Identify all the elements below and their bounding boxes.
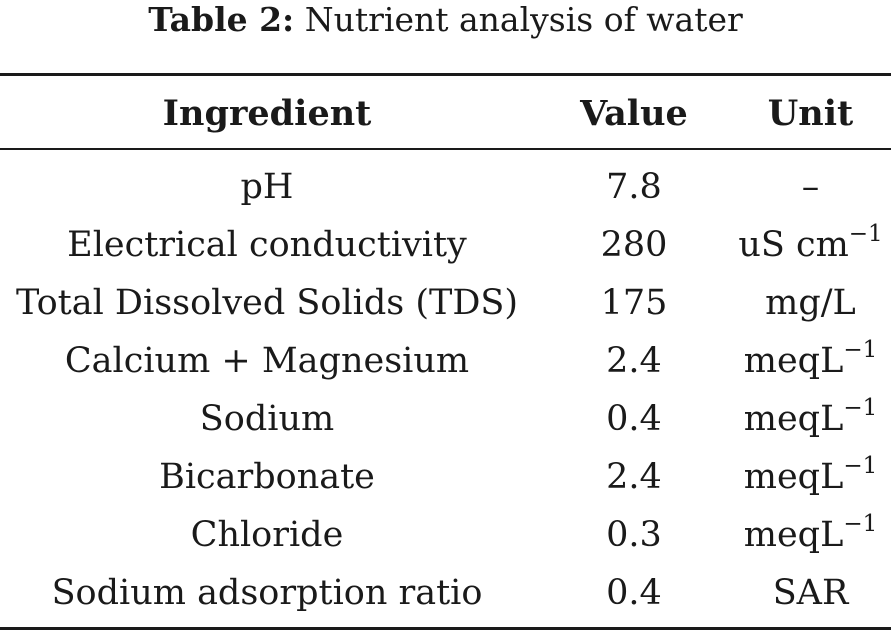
unit-base: SAR bbox=[772, 573, 849, 613]
unit-base: uS cm bbox=[738, 225, 849, 265]
header-ingredient: Ingredient bbox=[162, 93, 372, 134]
cell-value: 175 bbox=[600, 283, 668, 323]
unit-exponent: −1 bbox=[843, 337, 878, 364]
cell-unit: uS cm−1 bbox=[730, 216, 891, 274]
table-row: pH 7.8 – bbox=[0, 158, 891, 216]
cell-ingredient: Bicarbonate bbox=[159, 457, 375, 497]
cell-unit: meqL−1 bbox=[730, 390, 891, 448]
unit-base: meqL bbox=[743, 341, 844, 381]
cell-value: 2.4 bbox=[606, 457, 662, 497]
cell-ingredient: Electrical conductivity bbox=[67, 225, 467, 265]
table-row: Total Dissolved Solids (TDS) 175 mg/L bbox=[0, 274, 891, 332]
cell-ingredient: Calcium + Magnesium bbox=[64, 341, 470, 381]
caption-label: Table 2: bbox=[148, 0, 295, 39]
cell-unit: SAR bbox=[730, 564, 891, 622]
cell-value: 280 bbox=[600, 225, 668, 265]
cell-value: 0.4 bbox=[606, 573, 662, 613]
cell-value: 2.4 bbox=[606, 341, 662, 381]
table-header: Ingredient Value Unit bbox=[0, 88, 891, 140]
cell-unit: mg/L bbox=[730, 274, 891, 332]
cell-value: 0.3 bbox=[606, 515, 662, 555]
cell-unit: meqL−1 bbox=[730, 332, 891, 390]
unit-exponent: −1 bbox=[843, 453, 878, 480]
caption-text: Nutrient analysis of water bbox=[304, 0, 743, 39]
unit-base: – bbox=[801, 167, 820, 207]
cell-unit: meqL−1 bbox=[730, 506, 891, 564]
cell-value: 7.8 bbox=[606, 167, 662, 207]
table-row: Chloride 0.3 meqL−1 bbox=[0, 506, 891, 564]
unit-exponent: −1 bbox=[843, 395, 878, 422]
table-body: pH 7.8 – Electrical conductivity 280 uS … bbox=[0, 158, 891, 622]
unit-exponent: −1 bbox=[843, 511, 878, 538]
cell-ingredient: Sodium bbox=[199, 399, 335, 439]
cell-unit: – bbox=[730, 158, 891, 216]
table-row: Sodium adsorption ratio 0.4 SAR bbox=[0, 564, 891, 622]
header-rule bbox=[0, 148, 891, 150]
table-row: Electrical conductivity 280 uS cm−1 bbox=[0, 216, 891, 274]
unit-base: meqL bbox=[743, 457, 844, 497]
unit-base: meqL bbox=[743, 515, 844, 555]
bottom-rule bbox=[0, 627, 891, 630]
cell-ingredient: pH bbox=[240, 167, 294, 207]
table-caption: Table 2: Nutrient analysis of water bbox=[0, 0, 891, 44]
header-unit: Unit bbox=[767, 93, 854, 134]
header-value: Value bbox=[580, 93, 688, 134]
unit-base: meqL bbox=[743, 399, 844, 439]
table-row: Calcium + Magnesium 2.4 meqL−1 bbox=[0, 332, 891, 390]
unit-exponent: −1 bbox=[848, 221, 883, 248]
unit-base: mg/L bbox=[765, 283, 856, 323]
cell-ingredient: Chloride bbox=[190, 515, 344, 555]
top-rule bbox=[0, 73, 891, 76]
cell-value: 0.4 bbox=[606, 399, 662, 439]
table-row: Sodium 0.4 meqL−1 bbox=[0, 390, 891, 448]
cell-unit: meqL−1 bbox=[730, 448, 891, 506]
cell-ingredient: Total Dissolved Solids (TDS) bbox=[15, 283, 519, 323]
cell-ingredient: Sodium adsorption ratio bbox=[51, 573, 483, 613]
table-row: Bicarbonate 2.4 meqL−1 bbox=[0, 448, 891, 506]
